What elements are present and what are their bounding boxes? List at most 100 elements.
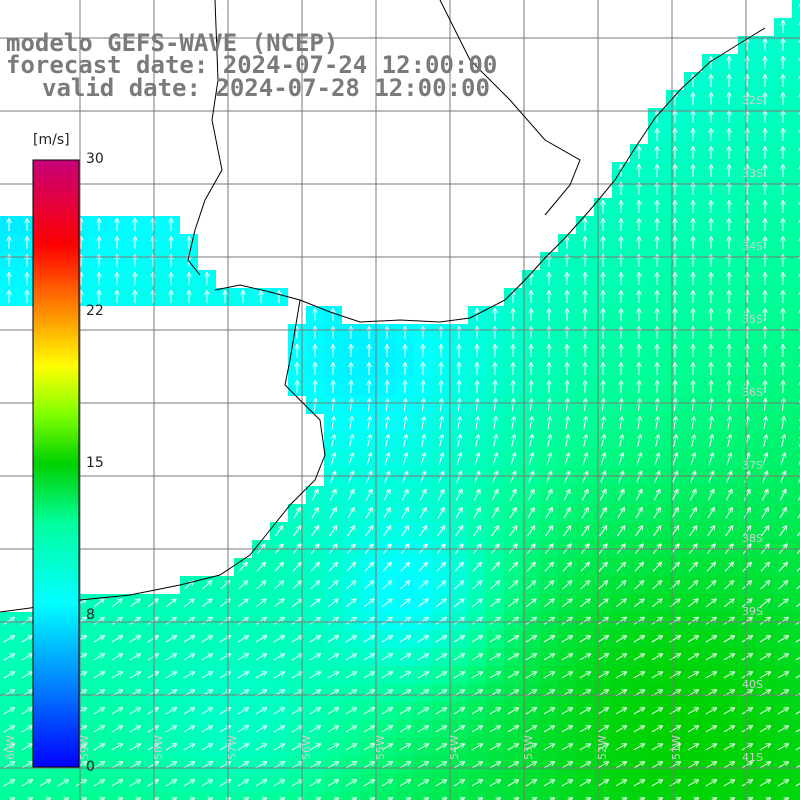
wind-cell [468, 792, 486, 800]
wind-cell [270, 792, 288, 800]
wind-cell [108, 792, 126, 800]
wind-cell [792, 558, 800, 576]
wind-cell [198, 792, 216, 800]
wind-cell [792, 396, 800, 414]
wind-cell [792, 522, 800, 540]
wind-cell [792, 774, 800, 792]
wind-cell [792, 666, 800, 684]
wind-cell [540, 792, 558, 800]
wind-cell [792, 90, 800, 108]
wind-cell [792, 180, 800, 198]
wind-cell [792, 216, 800, 234]
lat-label: 38S [742, 532, 763, 545]
colorbar-tick-22: 22 [86, 303, 104, 319]
wind-cell [378, 792, 396, 800]
wind-cell [792, 0, 800, 18]
wind-cell [450, 792, 468, 800]
colorbar-tick-0: 0 [86, 759, 95, 775]
wind-cell [324, 792, 342, 800]
wind-cell [594, 792, 612, 800]
colorbar-tick-15: 15 [86, 455, 104, 471]
wind-cell [792, 612, 800, 630]
wind-cell [792, 576, 800, 594]
wind-cell [234, 792, 252, 800]
lat-label: 36S [742, 386, 763, 399]
wind-cell [792, 738, 800, 756]
wind-cell [774, 792, 792, 800]
wind-cell [792, 684, 800, 702]
wind-cell [792, 198, 800, 216]
lon-label: 60W [4, 735, 17, 760]
wind-cell [558, 792, 576, 800]
lat-label: 39S [742, 605, 763, 618]
colorbar [32, 159, 80, 768]
wind-cell [792, 36, 800, 54]
wind-cell [666, 792, 684, 800]
wind-cell [738, 792, 756, 800]
wind-cell [0, 792, 18, 800]
wind-cell [792, 54, 800, 72]
colorbar-gradient [32, 159, 80, 768]
lon-label: 56W [300, 735, 313, 760]
wind-cell [612, 792, 630, 800]
wind-cell [792, 126, 800, 144]
wind-cell [792, 504, 800, 522]
wind-cell [792, 108, 800, 126]
lon-label: 55W [374, 735, 387, 760]
wind-cell [252, 792, 270, 800]
wind-cell [792, 144, 800, 162]
lat-label: 37S [742, 459, 763, 472]
wind-cell [144, 792, 162, 800]
wind-cell [180, 792, 198, 800]
lat-label: 34S [742, 240, 763, 253]
colorbar-tick-8: 8 [86, 607, 95, 623]
wind-cell [396, 792, 414, 800]
wind-cell [792, 756, 800, 774]
wind-cell [18, 792, 36, 800]
wind-cell [720, 792, 738, 800]
wind-cell [792, 720, 800, 738]
lon-label: 53W [522, 735, 535, 760]
wind-cell [90, 792, 108, 800]
wind-cell [486, 792, 504, 800]
wind-cell [216, 792, 234, 800]
wind-cell [792, 72, 800, 90]
wind-cell [162, 792, 180, 800]
lon-label: 57W [226, 735, 239, 760]
wind-cell [522, 792, 540, 800]
wind-cell [792, 252, 800, 270]
wind-cell [126, 792, 144, 800]
wind-cell [792, 378, 800, 396]
wind-cell [54, 792, 72, 800]
wind-cell [792, 414, 800, 432]
lon-label: 59W [78, 735, 91, 760]
colorbar-unit: [m/s] [33, 132, 70, 148]
wind-cell [792, 486, 800, 504]
wind-cell [792, 648, 800, 666]
wind-cell [792, 324, 800, 342]
title-valid-date: valid date: 2024-07-28 12:00:00 [42, 74, 490, 102]
wind-cell [792, 360, 800, 378]
wind-cell [792, 342, 800, 360]
wind-cell [432, 792, 450, 800]
wind-cell [792, 306, 800, 324]
wind-cell [72, 792, 90, 800]
wind-cell [36, 792, 54, 800]
wind-cell [792, 270, 800, 288]
wind-cell [792, 468, 800, 486]
wind-cell [792, 792, 800, 800]
lon-label: 58W [152, 735, 165, 760]
wind-cell [792, 288, 800, 306]
lat-label: 40S [742, 678, 763, 691]
wind-cell [504, 792, 522, 800]
lat-label: 35S [742, 313, 763, 326]
wind-cell [360, 792, 378, 800]
wind-cell [792, 234, 800, 252]
wind-cell [630, 792, 648, 800]
lat-label: 41S [742, 751, 763, 764]
lon-label: 52W [596, 735, 609, 760]
wind-cell [792, 630, 800, 648]
wind-cell [306, 792, 324, 800]
